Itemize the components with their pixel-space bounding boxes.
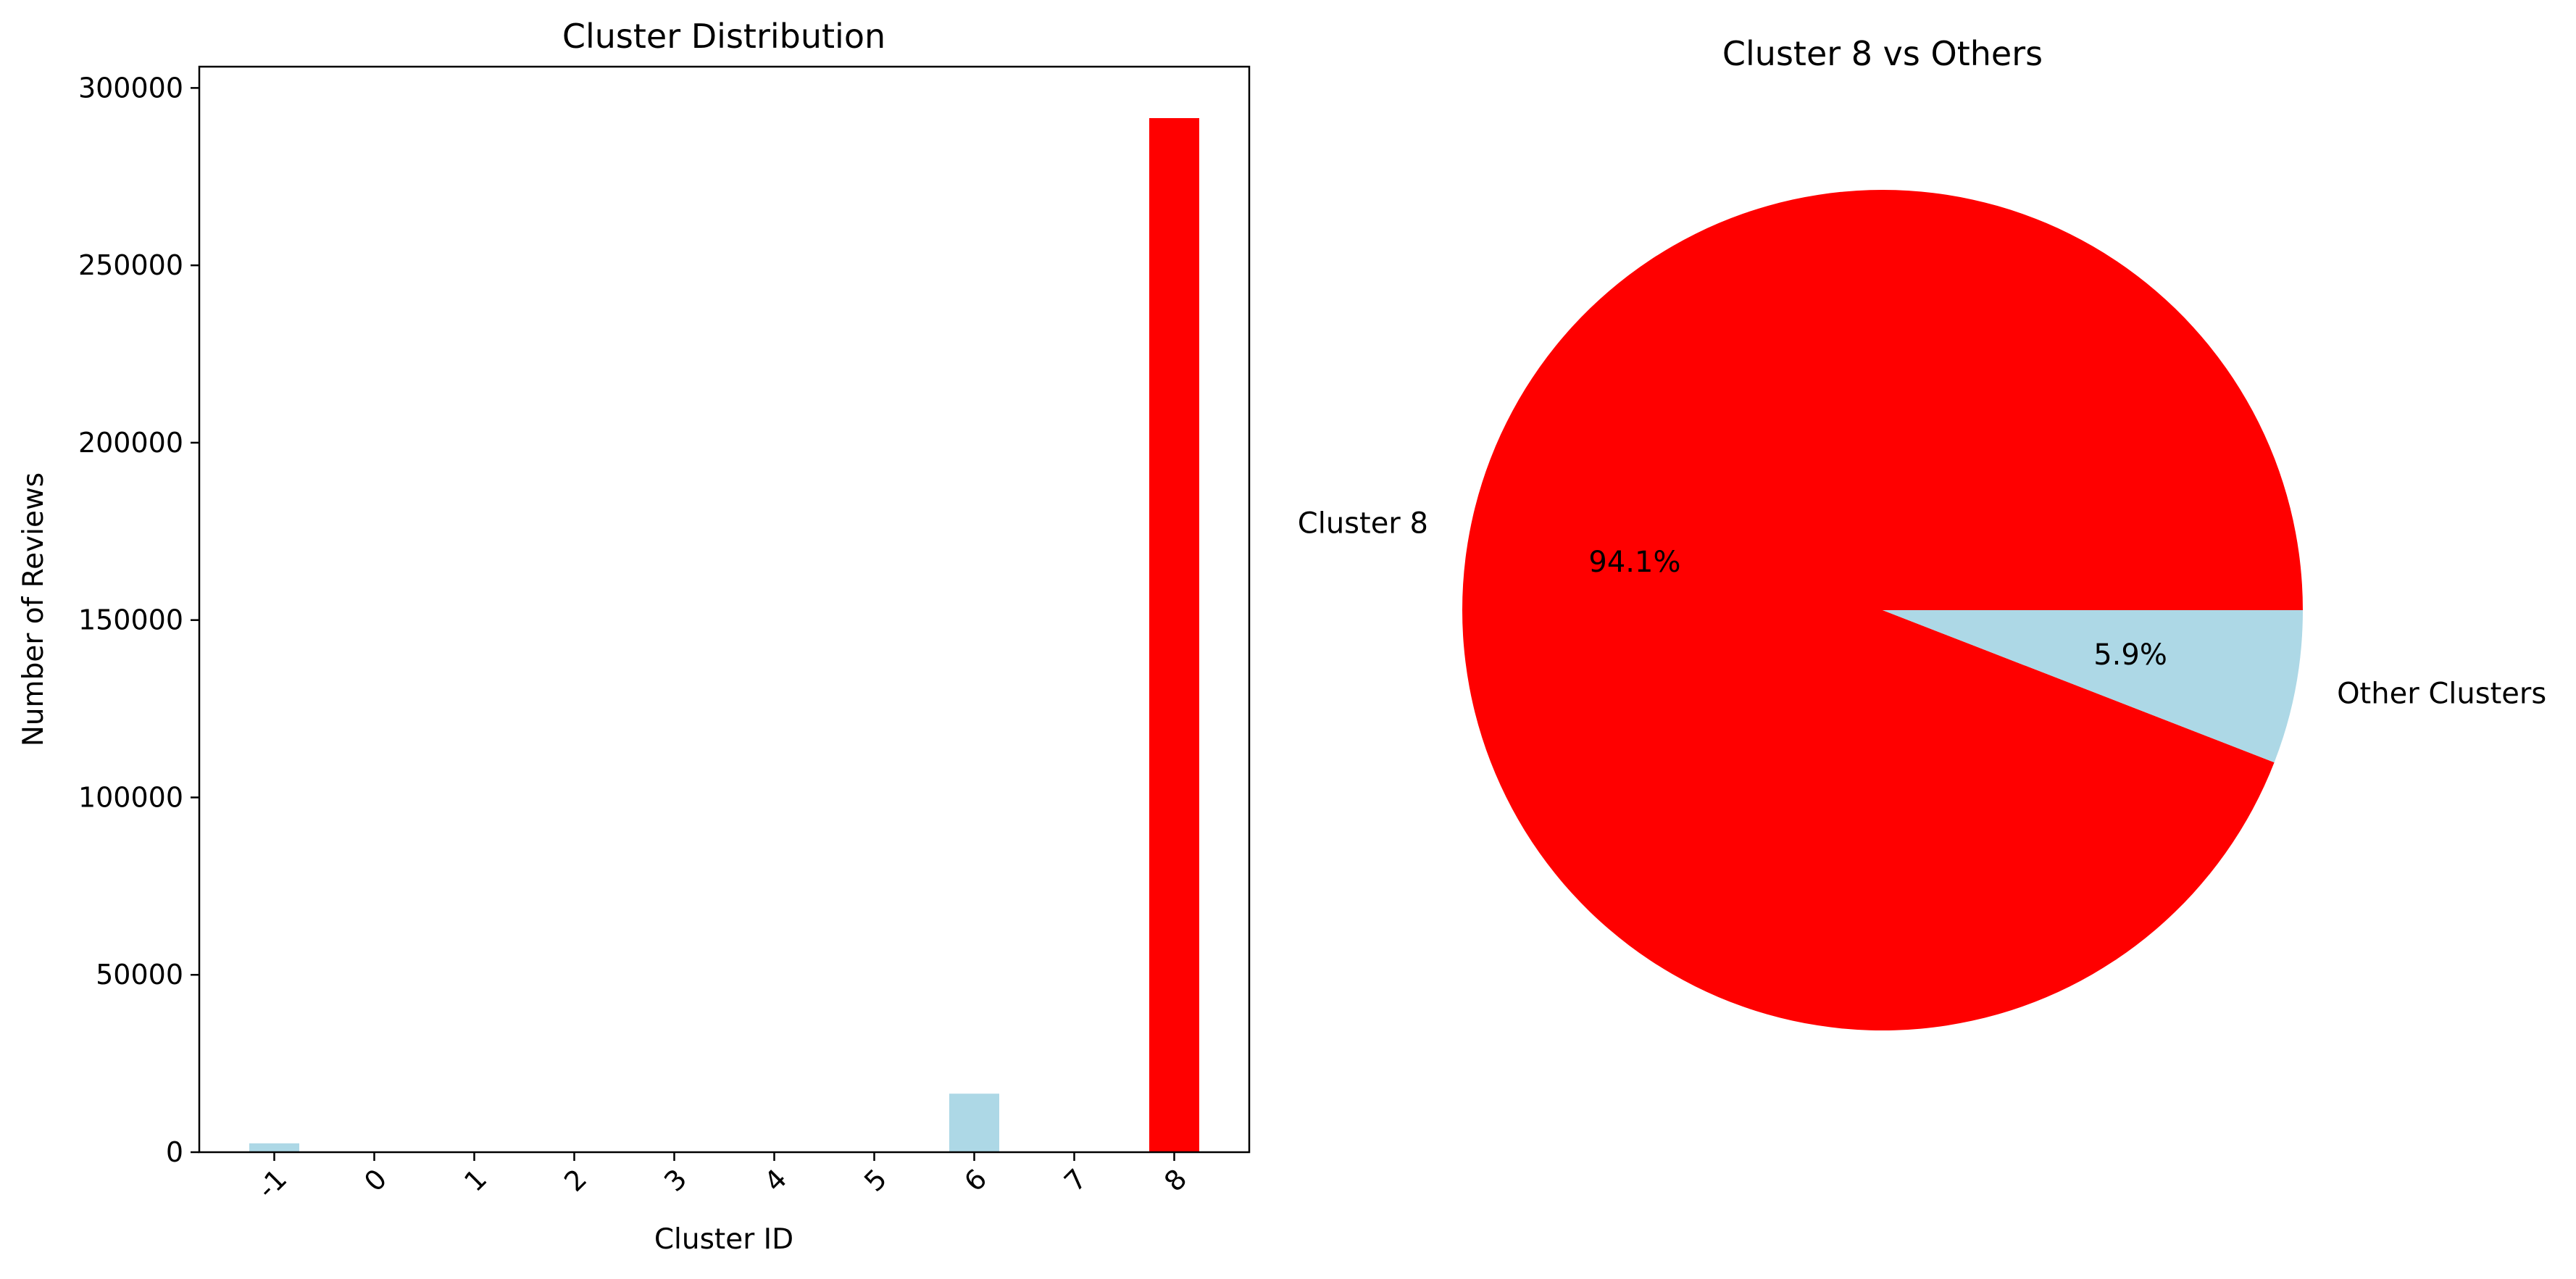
pie-chart-title: Cluster 8 vs Others: [1722, 34, 2043, 73]
pie-pct-other-clusters: 5.9%: [2093, 638, 2167, 672]
bar-chart: Cluster Distribution -1 0 1 2 3 4 5 6 7 805000010…: [17, 17, 1251, 1256]
pie-chart: Cluster 8 vs Others Cluster 8 94.1% Other …: [1298, 34, 2546, 1030]
bar-x-axis-label: Cluster ID: [654, 1223, 793, 1256]
bar-marks: [249, 117, 1199, 1153]
y-tick-label: 250000: [78, 249, 183, 281]
y-tick-label: 300000: [78, 72, 183, 104]
bar-y-axis-label: Number of Reviews: [17, 472, 50, 747]
y-tick-label: 50000: [96, 959, 183, 991]
y-tick-label: 200000: [78, 427, 183, 459]
bar-chart-title: Cluster Distribution: [562, 17, 885, 56]
y-tick-label: 0: [166, 1136, 183, 1168]
pie-slice-other-clusters: [1883, 610, 2303, 763]
pie-label-cluster-8: Cluster 8: [1298, 507, 1428, 540]
bar-8: [1149, 117, 1199, 1153]
bar-plot-frame: [198, 65, 1251, 1154]
pie-marks: Cluster 8 94.1% Other Clusters 5.9%: [1298, 189, 2546, 1030]
y-tick-label: 100000: [78, 781, 183, 813]
pie-slice-cluster-8: [1462, 189, 2303, 1030]
pie-label-other-clusters: Other Clusters: [2337, 678, 2546, 711]
y-tick-label: 150000: [78, 604, 183, 636]
bar-6: [949, 1093, 999, 1152]
pie-pct-cluster-8: 94.1%: [1588, 546, 1680, 579]
bar-minus-1: [249, 1143, 299, 1152]
